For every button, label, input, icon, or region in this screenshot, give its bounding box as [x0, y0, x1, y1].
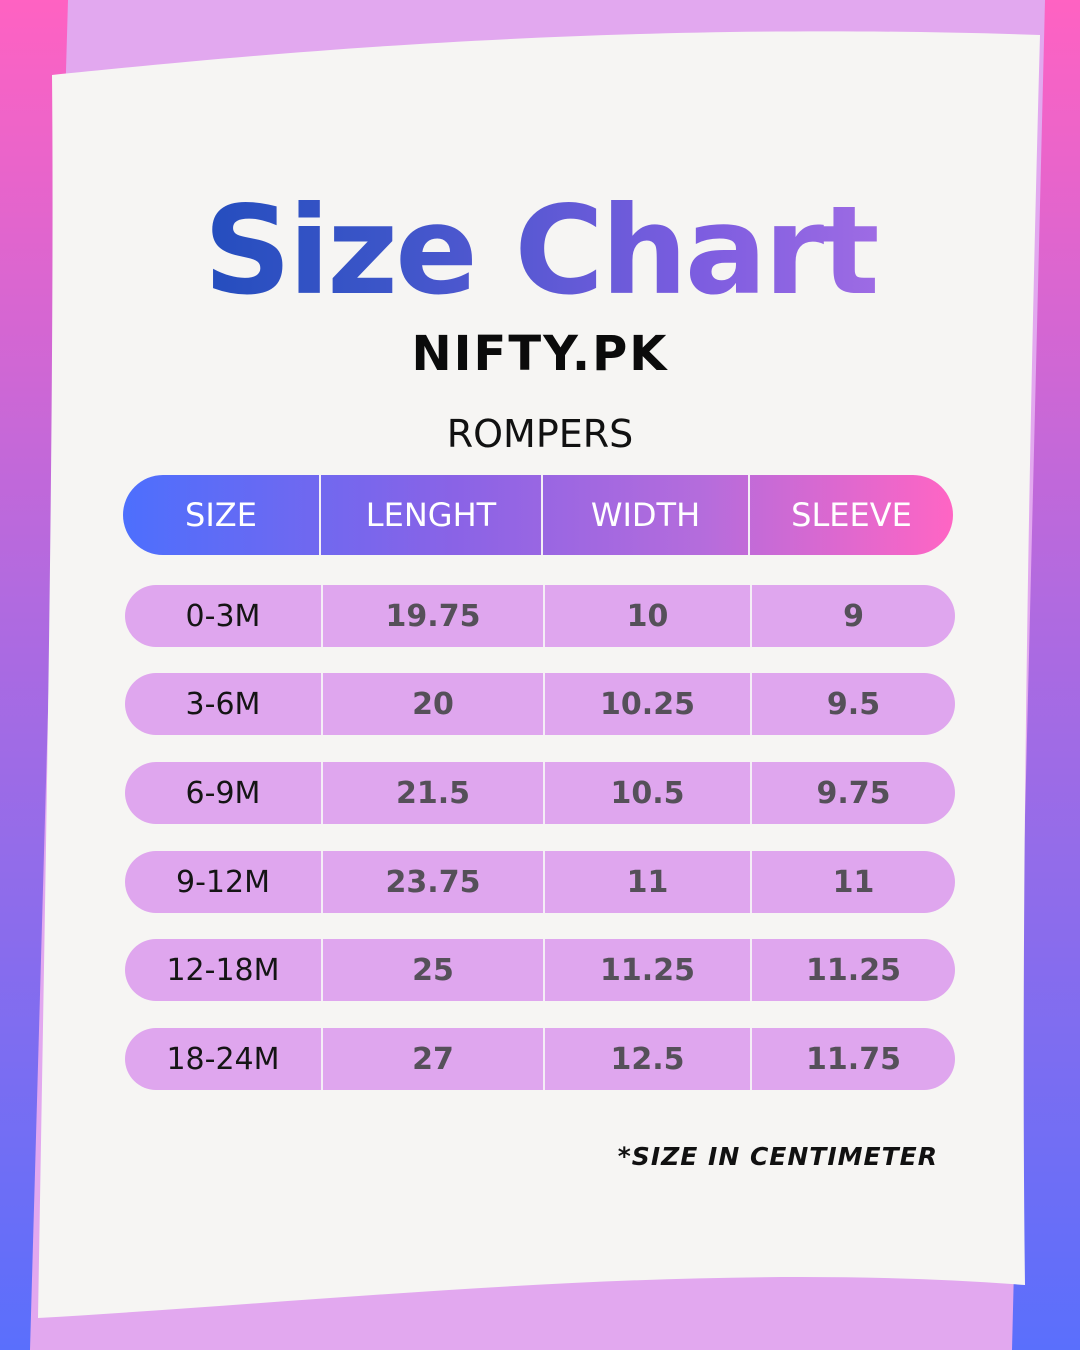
cell-length: 20	[321, 673, 543, 735]
cell-length: 23.75	[321, 851, 543, 913]
cell-sleeve: 9.5	[750, 673, 955, 735]
cell-sleeve: 11	[750, 851, 955, 913]
cell-width: 12.5	[543, 1028, 750, 1090]
table-header: SIZE LENGHT WIDTH SLEEVE	[123, 475, 953, 555]
cell-width: 10.25	[543, 673, 750, 735]
cell-length: 21.5	[321, 762, 543, 824]
cell-length: 27	[321, 1028, 543, 1090]
table-row: 3-6M 20 10.25 9.5	[125, 673, 955, 735]
table-row: 6-9M 21.5 10.5 9.75	[125, 762, 955, 824]
table-row: 0-3M 19.75 10 9	[125, 585, 955, 647]
table-row: 18-24M 27 12.5 11.75	[125, 1028, 955, 1090]
cell-sleeve: 9.75	[750, 762, 955, 824]
cell-width: 11	[543, 851, 750, 913]
cell-length: 19.75	[321, 585, 543, 647]
footnote: *SIZE IN CENTIMETER	[617, 1142, 938, 1171]
header-length: LENGHT	[319, 475, 541, 555]
cell-size: 12-18M	[166, 952, 280, 988]
cell-size: 3-6M	[185, 686, 261, 722]
cell-sleeve: 11.75	[750, 1028, 955, 1090]
cell-size: 9-12M	[176, 864, 270, 900]
cell-size: 18-24M	[166, 1041, 280, 1077]
header-width: WIDTH	[541, 475, 748, 555]
cell-width: 10	[543, 585, 750, 647]
header-sleeve: SLEEVE	[748, 475, 953, 555]
table-row: 9-12M 23.75 11 11	[125, 851, 955, 913]
cell-width: 11.25	[543, 939, 750, 1001]
cell-length: 25	[321, 939, 543, 1001]
brand-name: NIFTY.PK	[411, 326, 669, 382]
cell-width: 10.5	[543, 762, 750, 824]
cell-sleeve: 11.25	[750, 939, 955, 1001]
cell-size: 0-3M	[185, 598, 261, 634]
table-row: 12-18M 25 11.25 11.25	[125, 939, 955, 1001]
header-size: SIZE	[185, 496, 257, 534]
cell-size: 6-9M	[185, 775, 261, 811]
page-title: Size Chart	[0, 180, 1080, 322]
cell-sleeve: 9	[750, 585, 955, 647]
category-label: ROMPERS	[446, 412, 634, 456]
